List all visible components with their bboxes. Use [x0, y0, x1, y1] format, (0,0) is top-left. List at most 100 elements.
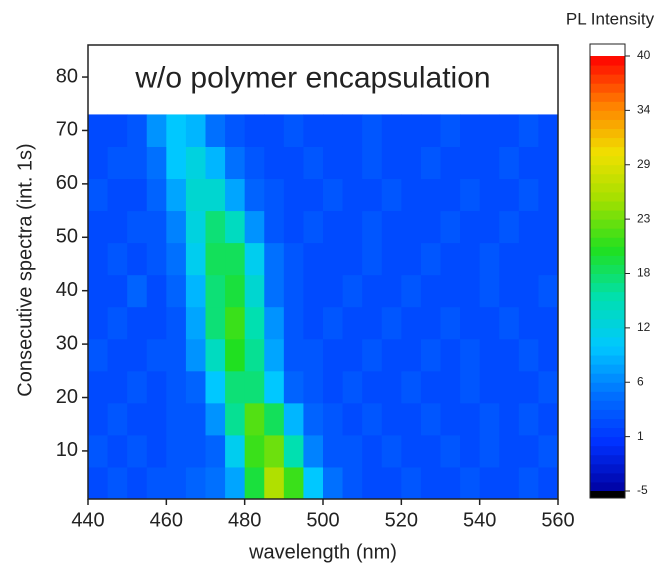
heatmap-cell: [185, 114, 206, 147]
heatmap-cell: [460, 210, 481, 244]
heatmap-cell: [166, 114, 187, 147]
heatmap-cell: [518, 434, 539, 468]
y-axis-label: Consecutive spectra (int. 1s): [14, 143, 36, 396]
heatmap-cell: [146, 370, 167, 404]
heatmap-cell: [499, 434, 520, 468]
heatmap-cell: [460, 274, 481, 308]
heatmap-cell: [166, 466, 187, 500]
colorbar-over: [590, 44, 625, 56]
colorbar-band: [590, 472, 625, 483]
heatmap-cell: [283, 434, 304, 468]
heatmap-cell: [440, 114, 461, 147]
heatmap-cell: [264, 242, 285, 276]
heatmap-cell: [244, 242, 265, 276]
heatmap-cell: [479, 434, 500, 468]
colorbar-band: [590, 291, 625, 302]
heatmap-cell: [401, 402, 422, 436]
heatmap-cell: [440, 370, 461, 404]
y-tick-label: 70: [56, 119, 78, 141]
heatmap-cell: [323, 466, 344, 500]
heatmap-cell: [205, 146, 226, 180]
colorbar-band: [590, 364, 625, 374]
heatmap-cell: [401, 306, 422, 340]
heatmap-cell: [440, 434, 461, 468]
heatmap-cell: [460, 466, 481, 500]
heatmap-cell: [283, 210, 304, 244]
heatmap-cell: [362, 370, 383, 404]
heatmap-cell: [420, 370, 441, 404]
heatmap-cell: [479, 178, 500, 212]
y-tick-label: 50: [56, 226, 78, 248]
heatmap-cell: [479, 242, 500, 276]
heatmap-cell: [362, 114, 383, 147]
y-tick-label: 60: [56, 172, 78, 194]
colorbar-band: [590, 346, 625, 356]
colorbar-band: [590, 128, 625, 139]
heatmap-cell: [244, 114, 265, 147]
x-tick-label: 440: [71, 509, 104, 531]
x-tick-label: 460: [150, 509, 183, 531]
heatmap-cell: [499, 402, 520, 436]
y-tick-label: 40: [56, 279, 78, 301]
heatmap-cell: [283, 306, 304, 340]
heatmap-cell: [342, 338, 363, 372]
heatmap-cell: [107, 338, 128, 372]
heatmap-cell: [185, 274, 206, 308]
heatmap-cell: [420, 146, 441, 180]
heatmap-cell: [538, 466, 559, 500]
heatmap-cell: [401, 370, 422, 404]
heatmap-cell: [420, 274, 441, 308]
heatmap-cell: [323, 306, 344, 340]
heatmap-cell: [381, 306, 402, 340]
heatmap-cell: [225, 338, 246, 372]
heatmap-cell: [264, 434, 285, 468]
heatmap-cell: [166, 434, 187, 468]
heatmap-cell: [460, 114, 481, 147]
heatmap-cell: [225, 114, 246, 147]
heatmap-cell: [244, 210, 265, 244]
heatmap-cell: [205, 178, 226, 212]
heatmap-cell: [205, 434, 226, 468]
heatmap-cell: [185, 434, 206, 468]
heatmap-cell: [107, 146, 128, 180]
heatmap-cell: [303, 178, 324, 212]
heatmap-cell: [107, 114, 128, 147]
y-tick-label: 10: [56, 439, 78, 461]
heatmap-cell: [244, 306, 265, 340]
heatmap-cell: [244, 370, 265, 404]
heatmap-cell: [264, 338, 285, 372]
heatmap-cell: [499, 338, 520, 372]
colorbar-band: [590, 237, 625, 247]
heatmap-cell: [342, 178, 363, 212]
heatmap-cell: [518, 210, 539, 244]
heatmap-cell: [303, 402, 324, 436]
heatmap-cell: [460, 370, 481, 404]
colorbar-band: [590, 83, 625, 93]
heatmap-cell: [362, 242, 383, 276]
heatmap-cell: [283, 338, 304, 372]
heatmap-cell: [362, 306, 383, 340]
heatmap-cell: [479, 146, 500, 180]
heatmap-cell: [362, 338, 383, 372]
heatmap-cell: [88, 210, 109, 244]
heatmap-cell: [479, 274, 500, 308]
heatmap-cell: [107, 242, 128, 276]
heatmap-cell: [538, 338, 559, 372]
heatmap-cell: [401, 178, 422, 212]
colorbar-tick-label: 1: [637, 429, 644, 443]
heatmap-cell: [420, 114, 441, 147]
colorbar-tick-label: 6: [637, 374, 644, 388]
heatmap-cell: [244, 274, 265, 308]
colorbar-band: [590, 445, 625, 456]
heatmap-cell: [127, 306, 148, 340]
heatmap-cell: [225, 370, 246, 404]
heatmap-cell: [538, 242, 559, 276]
heatmap-cell: [381, 434, 402, 468]
heatmap-cell: [499, 146, 520, 180]
colorbar-band: [590, 56, 625, 66]
heatmap-cell: [244, 434, 265, 468]
heatmap-cell: [225, 146, 246, 180]
heatmap-cell: [323, 146, 344, 180]
colorbar-band: [590, 427, 625, 438]
heatmap-cell: [88, 146, 109, 180]
